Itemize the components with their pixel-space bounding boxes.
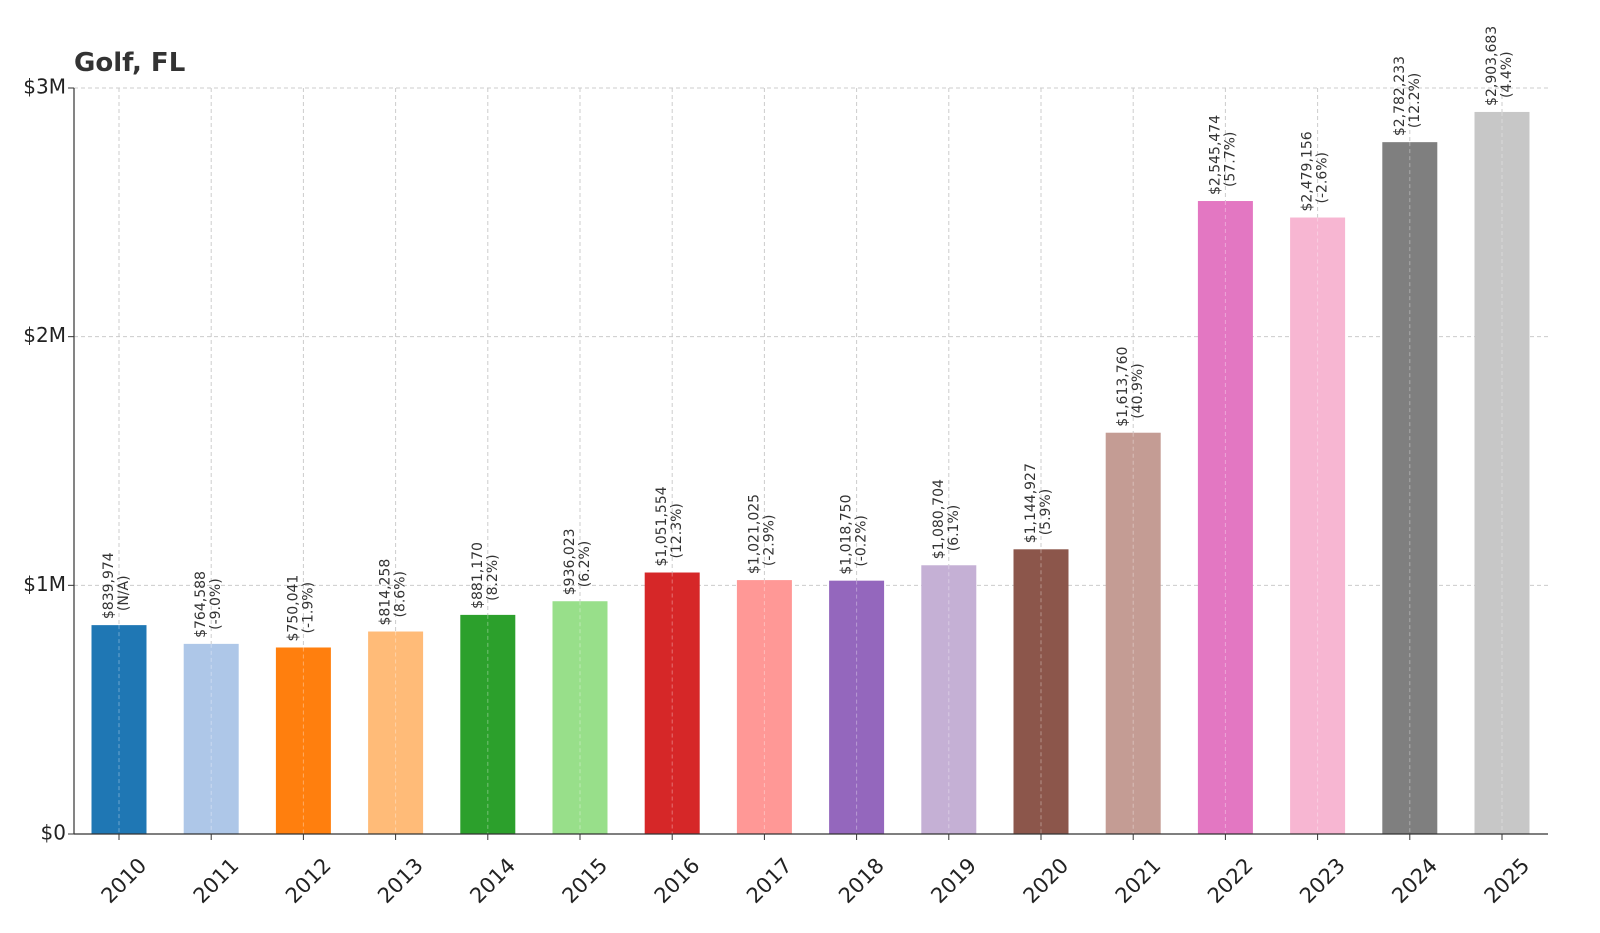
x-tick-label: 2025: [1480, 853, 1535, 908]
x-tick-label: 2011: [189, 853, 244, 908]
bar-2018: [829, 580, 885, 834]
value-label: $881,170: [470, 542, 486, 609]
change-label: (8.6%): [393, 571, 409, 618]
bar-2012: [275, 647, 331, 834]
value-label: $750,041: [285, 575, 301, 642]
x-tick-label: 2014: [465, 853, 520, 908]
bar-2022: [1197, 201, 1253, 835]
bar-2017: [736, 580, 792, 834]
value-label: $1,080,704: [931, 479, 947, 559]
change-label: (-1.9%): [300, 582, 316, 634]
x-tick-label: 2010: [97, 853, 152, 908]
x-tick-label: 2018: [834, 853, 889, 908]
bar-2025: [1474, 111, 1530, 835]
x-tick-label: 2023: [1295, 853, 1350, 908]
y-tick-label: $0: [41, 821, 66, 845]
change-label: (12.2%): [1407, 73, 1423, 128]
x-tick-label: 2019: [926, 853, 981, 908]
change-label: (-9.0%): [208, 578, 224, 630]
value-label: $2,479,156: [1300, 131, 1316, 211]
change-label: (57.7%): [1222, 132, 1238, 187]
x-tick-label: 2017: [742, 853, 797, 908]
change-label: (4.4%): [1499, 51, 1515, 98]
change-label: (12.3%): [669, 503, 685, 558]
change-label: (N/A): [116, 575, 132, 611]
y-tick-label: $1M: [23, 572, 66, 596]
value-label: $1,018,750: [839, 494, 855, 574]
bar-2015: [552, 601, 608, 834]
change-label: (-2.6%): [1315, 152, 1331, 204]
bar-2011: [183, 643, 239, 834]
x-tick-label: 2022: [1203, 853, 1258, 908]
bar-2014: [460, 614, 516, 834]
value-label: $2,903,683: [1484, 26, 1500, 106]
x-tick-label: 2013: [373, 853, 428, 908]
value-label: $1,021,025: [746, 494, 762, 574]
change-label: (-2.9%): [761, 515, 777, 567]
value-label: $764,588: [193, 571, 209, 638]
y-tick-label: $3M: [23, 75, 66, 99]
value-label: $936,023: [562, 528, 578, 595]
value-label: $814,258: [378, 559, 394, 626]
change-label: (6.2%): [577, 541, 593, 588]
change-label: (40.9%): [1130, 363, 1146, 418]
x-tick-label: 2012: [281, 853, 336, 908]
change-label: (6.1%): [946, 505, 962, 552]
bar-2016: [644, 572, 700, 834]
bar-2010: [91, 625, 147, 834]
x-tick-label: 2016: [650, 853, 705, 908]
value-label: $839,974: [101, 552, 117, 619]
x-tick-label: 2015: [558, 853, 613, 908]
bar-2023: [1290, 217, 1346, 834]
x-tick-label: 2020: [1019, 853, 1074, 908]
value-label: $2,545,474: [1207, 115, 1223, 195]
value-label: $1,051,554: [654, 486, 670, 566]
change-label: (5.9%): [1038, 489, 1054, 536]
y-tick-label: $2M: [23, 323, 66, 347]
change-label: (-0.2%): [854, 515, 870, 567]
bar-2019: [921, 565, 977, 834]
bar-2020: [1013, 549, 1069, 834]
value-label: $1,613,760: [1115, 347, 1131, 427]
bar-2013: [368, 631, 424, 834]
bar-2021: [1105, 432, 1161, 834]
x-tick-label: 2021: [1111, 853, 1166, 908]
change-label: (8.2%): [485, 554, 501, 601]
x-tick-label: 2024: [1387, 853, 1442, 908]
value-label: $2,782,233: [1392, 56, 1408, 136]
chart-title: Golf, FL: [74, 48, 186, 78]
bar-2024: [1382, 142, 1438, 835]
value-label: $1,144,927: [1023, 463, 1039, 543]
